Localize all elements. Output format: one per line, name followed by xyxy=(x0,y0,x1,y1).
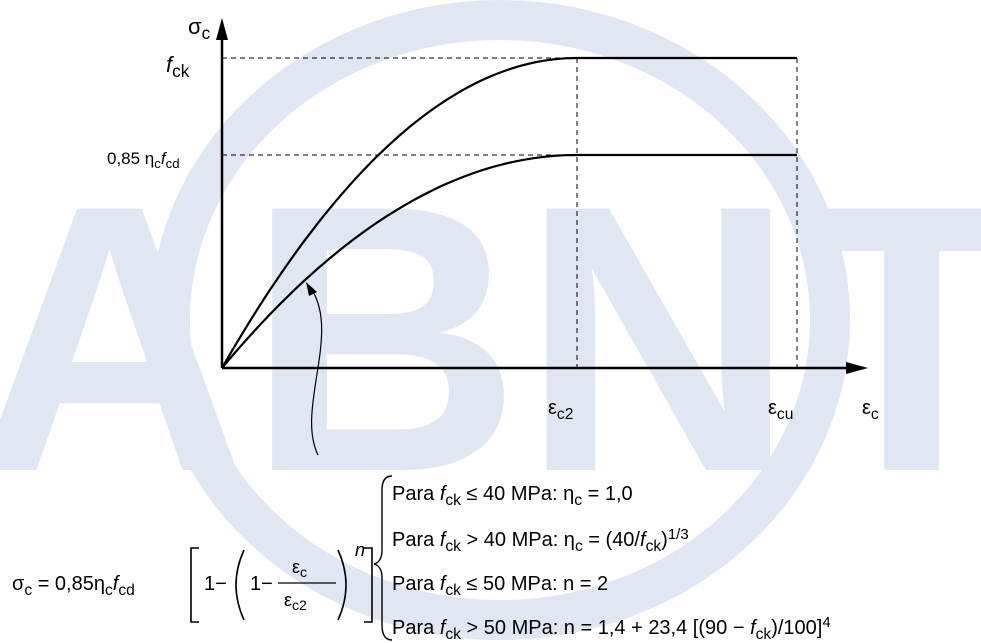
text-segment: c2 xyxy=(292,597,307,613)
text-segment: ck xyxy=(445,538,461,555)
diagram: ABNT σc fck 0,85 ηcfcd εc2 εcu εc σc = 0… xyxy=(0,0,981,643)
text-segment: c xyxy=(105,582,113,599)
condition: Para fck ≤ 40 MPa: ηc = 1,0 xyxy=(392,483,633,509)
text-segment: cd xyxy=(118,582,134,599)
text-segment: σ xyxy=(188,14,202,39)
text-segment: 1− xyxy=(204,573,227,595)
text-segment: ck xyxy=(172,61,190,81)
text-segment: cu xyxy=(777,406,793,423)
text-segment: ≤ 50 MPa: n = 2 xyxy=(461,573,608,595)
fck-label: fck xyxy=(166,52,190,81)
text-segment: = (40/ xyxy=(583,529,641,551)
text-segment: Para xyxy=(392,483,440,505)
text-segment: c2 xyxy=(557,406,573,423)
text-segment: Para xyxy=(392,573,440,595)
paren xyxy=(236,550,244,620)
text-segment: )/100] xyxy=(771,617,822,639)
y-axis-label: σc xyxy=(188,14,211,43)
text-segment: > 50 MPa: n = 1,4 + 23,4 [(90 − xyxy=(461,617,750,639)
formula-term: 1− xyxy=(204,573,227,595)
text-segment: Para xyxy=(392,529,440,551)
text-segment: ck xyxy=(445,582,461,599)
text-segment: ck xyxy=(756,626,772,643)
text-segment: ck xyxy=(445,492,461,509)
text-segment: c xyxy=(24,582,32,599)
bracket xyxy=(191,548,199,622)
text-segment: ck xyxy=(646,538,662,555)
text-segment: 4 xyxy=(822,614,830,631)
exponent: n xyxy=(355,540,365,560)
text-segment: n xyxy=(355,540,365,560)
text-segment: σ xyxy=(12,573,25,595)
text-segment: ε xyxy=(768,397,777,419)
text-segment: ck xyxy=(445,626,461,643)
text-segment: c xyxy=(300,564,307,580)
formula-term: 1− xyxy=(250,573,273,595)
text-segment: c xyxy=(202,23,211,43)
text-segment: ε xyxy=(292,557,300,577)
text-segment: = 1,0 xyxy=(582,483,633,505)
text-segment: cd xyxy=(166,156,180,171)
text-segment: c xyxy=(871,406,879,423)
text-segment: c xyxy=(574,492,582,509)
text-segment: c xyxy=(575,538,583,555)
y-arrow xyxy=(216,18,228,40)
text-segment: ε xyxy=(548,397,557,419)
condition: Para fck ≤ 50 MPa: n = 2 xyxy=(392,573,608,599)
text-segment: Para xyxy=(392,617,440,639)
denominator: εc2 xyxy=(284,590,307,613)
formula-lhs: σc = 0,85ηcfcd xyxy=(12,573,135,599)
text-segment: ) xyxy=(661,529,668,551)
text-segment: 0,85 η xyxy=(107,149,154,168)
text-segment: ε xyxy=(284,590,292,610)
text-segment: ≤ 40 MPa: η xyxy=(461,483,574,505)
text-segment: = 0,85η xyxy=(32,573,105,595)
text-segment: 1− xyxy=(250,573,273,595)
text-segment: > 40 MPa: η xyxy=(461,529,575,551)
text-segment: ε xyxy=(862,397,871,419)
condition: Para fck > 40 MPa: ηc = (40/fck)1/3 xyxy=(392,526,689,555)
text-segment: 1/3 xyxy=(668,526,689,543)
